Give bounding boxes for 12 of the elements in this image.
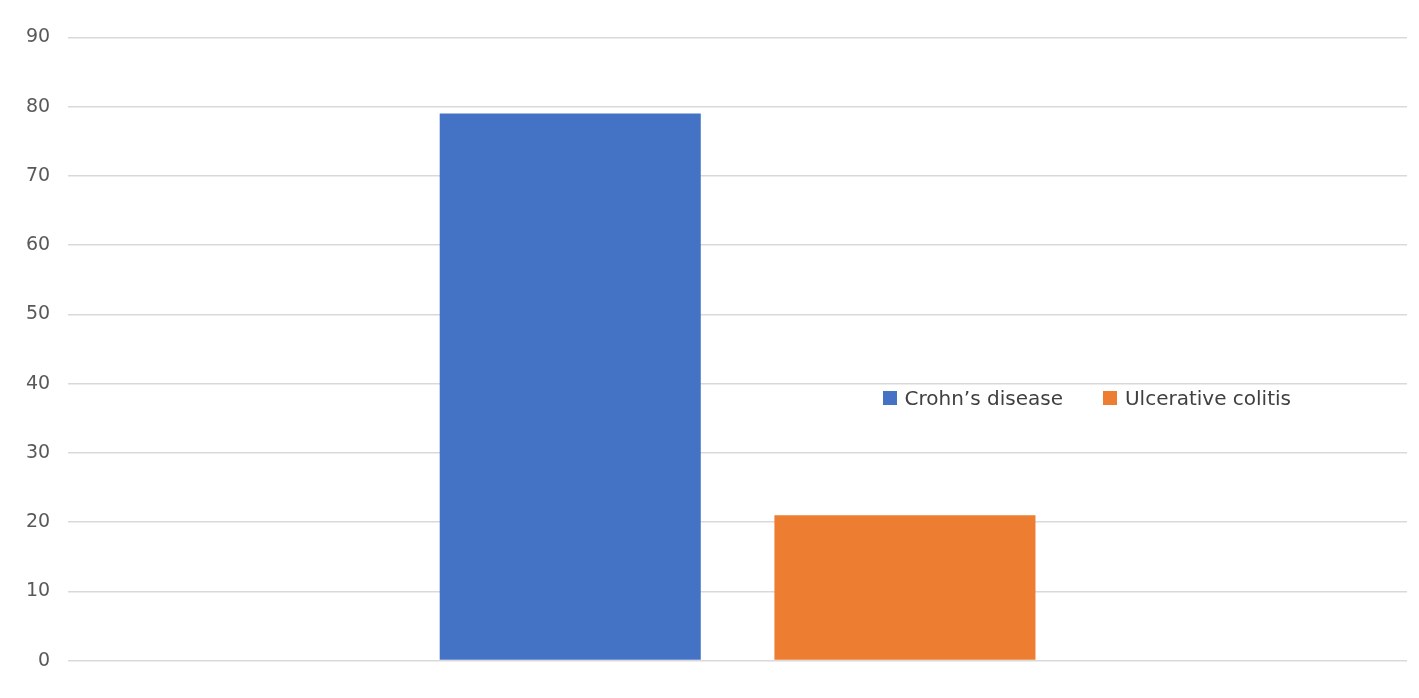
legend-label: Ulcerative colitis [1124,386,1291,410]
y-tick-label: 90 [25,24,51,47]
y-tick-label: 10 [25,578,51,601]
y-tick-label: 50 [25,301,51,324]
y-tick-label: 70 [25,162,51,185]
y-tick-label: 60 [25,232,51,255]
y-tick-label: 20 [25,509,51,532]
y-tick-label: 40 [25,370,51,393]
y-tick-label: 0 [38,647,51,670]
y-tick-label: 80 [25,93,51,116]
y-tick-label: 30 [25,439,51,462]
legend-label: Crohn’s disease [904,386,1063,410]
